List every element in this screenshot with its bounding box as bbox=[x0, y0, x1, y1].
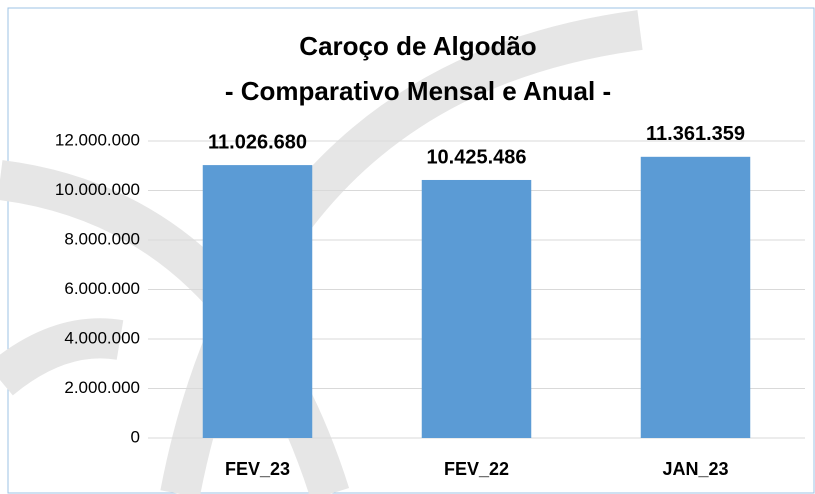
chart-subtitle: - Comparativo Mensal e Anual - bbox=[225, 76, 611, 106]
x-tick-label: FEV_23 bbox=[225, 459, 290, 479]
y-tick-label: 4.000.000 bbox=[64, 328, 140, 347]
bar bbox=[202, 165, 313, 439]
bar bbox=[421, 179, 532, 438]
y-tick-label: 2.000.000 bbox=[64, 378, 140, 397]
data-label: 11.361.359 bbox=[646, 123, 745, 145]
x-tick-label: JAN_23 bbox=[662, 459, 728, 479]
y-tick-label: 6.000.000 bbox=[64, 279, 140, 298]
watermark-arc bbox=[0, 318, 124, 396]
y-tick-label: 8.000.000 bbox=[64, 229, 140, 248]
x-tick-label: FEV_22 bbox=[444, 459, 509, 479]
y-tick-label: 12.000.000 bbox=[55, 130, 140, 149]
y-tick-label: 10.000.000 bbox=[55, 180, 140, 199]
bar bbox=[640, 156, 751, 438]
y-tick-label: 0 bbox=[131, 427, 140, 446]
data-label: 11.026.680 bbox=[208, 131, 307, 153]
chart-title: Caroço de Algodão bbox=[299, 31, 536, 61]
data-label: 10.425.486 bbox=[426, 146, 526, 168]
